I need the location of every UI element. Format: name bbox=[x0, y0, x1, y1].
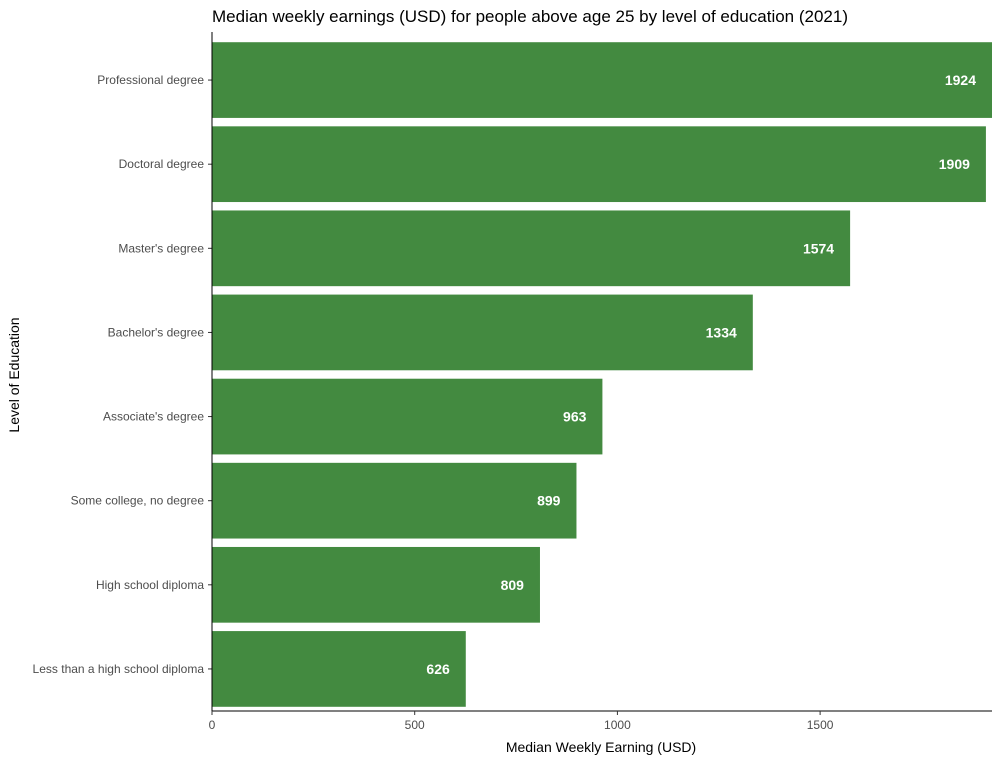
y-axis-title: Level of Education bbox=[6, 317, 22, 432]
x-axis-title: Median Weekly Earning (USD) bbox=[506, 739, 696, 755]
bar bbox=[212, 462, 577, 539]
bar bbox=[212, 378, 603, 455]
bar bbox=[212, 210, 851, 287]
bar bbox=[212, 294, 753, 371]
bar-value-label: 626 bbox=[426, 661, 450, 677]
y-tick-label: Professional degree bbox=[97, 73, 204, 87]
x-tick-label: 1000 bbox=[604, 718, 631, 732]
data-labels-layer: 1924 1909 1574 1334 963 899 809 626 bbox=[426, 72, 976, 677]
bar bbox=[212, 631, 466, 707]
x-tick-label: 500 bbox=[405, 718, 425, 732]
y-tick-label: Some college, no degree bbox=[71, 494, 205, 508]
bar-value-label: 1574 bbox=[803, 240, 834, 256]
bar-value-label: 1924 bbox=[945, 72, 976, 88]
y-tick-label: Bachelor's degree bbox=[108, 325, 205, 339]
y-axis: Professional degree Doctoral degree Master… bbox=[33, 32, 213, 711]
y-tick-label: Less than a high school diploma bbox=[33, 662, 205, 676]
x-axis: 0 500 1000 1500 bbox=[209, 710, 992, 732]
bar bbox=[212, 126, 986, 203]
x-tick-label: 1500 bbox=[807, 718, 834, 732]
bar-value-label: 899 bbox=[537, 493, 561, 509]
bar-value-label: 1334 bbox=[706, 324, 737, 340]
x-tick-label: 0 bbox=[209, 718, 216, 732]
chart-title: Median weekly earnings (USD) for people … bbox=[212, 7, 848, 26]
bar-value-label: 1909 bbox=[939, 156, 970, 172]
bar bbox=[212, 546, 540, 623]
bar-value-label: 809 bbox=[501, 577, 525, 593]
y-tick-label: Master's degree bbox=[118, 241, 204, 255]
y-tick-label: Doctoral degree bbox=[119, 157, 205, 171]
bars-layer bbox=[212, 42, 992, 707]
bar-value-label: 963 bbox=[563, 409, 587, 425]
bar bbox=[212, 42, 992, 118]
y-tick-label: High school diploma bbox=[96, 578, 204, 592]
y-tick-label: Associate's degree bbox=[103, 410, 204, 424]
